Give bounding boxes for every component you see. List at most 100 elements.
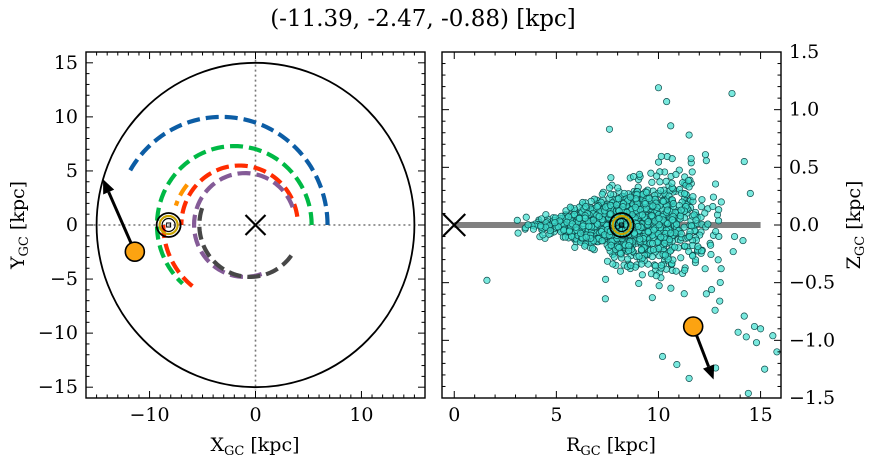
scatter-point: [698, 196, 706, 204]
scatter-point: [687, 222, 695, 230]
scatter-point: [752, 339, 761, 347]
right-y-axis-label: ZGC [kpc]: [843, 181, 868, 270]
right-x-tick-label: 0: [448, 404, 460, 426]
scatter-point: [688, 168, 696, 176]
scatter-point: [680, 290, 688, 298]
scatter-point: [565, 227, 573, 235]
scatter-point: [649, 202, 657, 210]
scatter-point: [635, 279, 643, 288]
left-y-tick-label: 15: [54, 52, 78, 74]
scatter-point: [598, 237, 606, 245]
scatter-point: [612, 201, 620, 209]
scatter-point: [637, 260, 646, 268]
scatter-point: [673, 220, 681, 228]
scatter-point: [701, 151, 709, 159]
scatter-point: [645, 195, 653, 203]
scatter-point: [685, 247, 693, 256]
left-y-axis-label: YGC [kpc]: [7, 181, 32, 270]
scatter-point: [714, 256, 722, 264]
scatter-point: [672, 170, 680, 179]
right-y-tick-label: −1.0: [789, 329, 835, 351]
scatter-point: [667, 284, 675, 292]
scatter-point: [607, 190, 615, 198]
scatter-point: [606, 210, 615, 218]
scatter-point: [667, 122, 675, 130]
scatter-point: [571, 243, 579, 251]
scatter-point: [522, 213, 530, 221]
scatter-point: [707, 250, 715, 259]
left-y-tick-label: 5: [66, 160, 78, 182]
left-panel-xy: −10 0 10 −15 −10 −5 0 5 10 15 XGC [kpc] YGC [kpc]: [7, 51, 426, 459]
scatter-point: [624, 255, 632, 263]
scatter-point: [746, 189, 754, 197]
arm-arc-1: [154, 143, 314, 286]
scatter-point: [717, 198, 725, 206]
scatter-point: [648, 253, 656, 261]
scatter-point: [529, 225, 537, 233]
scatter-point: [677, 230, 685, 238]
scatter-point: [539, 231, 547, 239]
arm-arc-2: [173, 183, 189, 207]
scatter-point: [582, 202, 590, 211]
scatter-point: [641, 200, 649, 208]
scatter-point: [614, 184, 622, 192]
scatter-point: [750, 322, 759, 331]
right-sun-marker-ring: [611, 214, 632, 236]
scatter-point: [657, 261, 665, 269]
scatter-point: [739, 237, 747, 245]
scatter-point: [702, 290, 710, 298]
scatter-point: [707, 241, 715, 249]
scatter-point: [648, 178, 656, 186]
scatter-point: [669, 200, 677, 208]
scatter-point: [711, 306, 719, 314]
scatter-point: [595, 212, 603, 221]
scatter-point: [537, 222, 545, 230]
scatter-point: [663, 206, 672, 214]
scatter-point: [657, 233, 665, 241]
scatter-point: [602, 275, 610, 283]
scatter-point: [704, 220, 712, 228]
scatter-point: [570, 210, 578, 219]
scatter-point: [664, 219, 672, 228]
scatter-point: [652, 272, 660, 280]
right-sun-marker-core: [619, 222, 625, 228]
left-y-tick-label: −5: [50, 268, 78, 290]
left-sun-marker-outer: [155, 212, 182, 238]
scatter-point: [638, 246, 646, 254]
scatter-point: [740, 158, 748, 166]
scatter-point: [589, 216, 597, 224]
scatter-point: [715, 206, 723, 214]
left-velocity-arrow-shaft: [107, 191, 137, 253]
scatter-point: [709, 203, 717, 211]
scatter-point: [542, 211, 550, 219]
scatter-point: [656, 178, 664, 186]
scatter-point: [715, 232, 723, 241]
arm-arc-0: [128, 114, 330, 226]
scatter-point: [689, 193, 697, 201]
right-galactic-center-marker: [442, 213, 467, 237]
scatter-point: [615, 244, 623, 252]
scatter-point: [712, 227, 720, 236]
left-x-axis-label: XGC [kpc]: [210, 434, 299, 459]
left-x-tick-label: −10: [130, 404, 170, 426]
scatter-point: [661, 239, 669, 247]
scatter-point: [607, 241, 615, 249]
scatter-point: [483, 276, 491, 284]
scatter-point: [617, 249, 625, 258]
scatter-point: [603, 257, 612, 265]
scatter-point: [657, 152, 665, 160]
scatter-point: [524, 221, 532, 229]
scatter-point: [684, 177, 692, 185]
scatter-point: [716, 278, 724, 287]
scatter-point: [610, 253, 618, 261]
scatter-point: [659, 197, 667, 205]
scatter-point: [654, 84, 663, 92]
scatter-point: [731, 232, 739, 241]
arm-arc-4: [179, 163, 300, 226]
scatter-point: [546, 227, 554, 235]
scatter-point: [656, 186, 665, 195]
right-y-tick-label: 1.5: [789, 41, 819, 63]
scatter-point: [677, 254, 685, 262]
scatter-point: [681, 242, 689, 250]
